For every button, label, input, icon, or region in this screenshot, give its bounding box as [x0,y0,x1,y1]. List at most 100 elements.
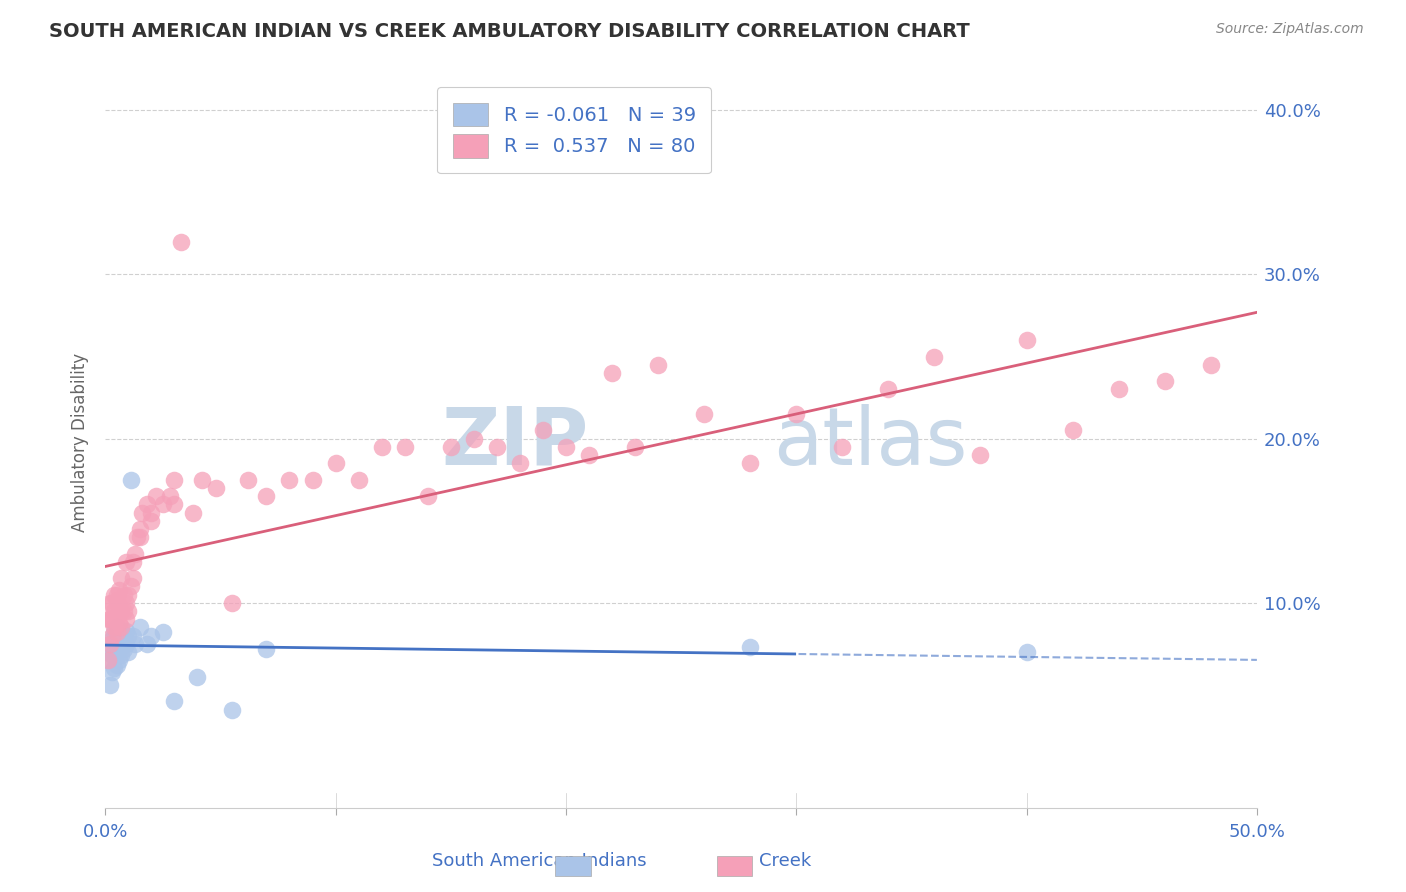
Point [105,645,128,659]
Point [278,473,301,487]
Point [103,620,125,634]
Point [108,599,131,613]
Point [1153,374,1175,388]
Point [115,637,138,651]
Point [831,440,853,454]
Point [103,645,125,659]
Point [152,625,174,640]
Point [181,506,204,520]
Text: Creek: Creek [759,852,811,870]
Point [509,456,531,470]
Point [1108,383,1130,397]
Point [128,522,150,536]
Point [877,383,900,397]
Point [108,653,131,667]
Point [112,588,135,602]
Point [101,612,124,626]
Point [101,596,124,610]
Point [108,582,131,597]
Point [108,641,131,656]
Point [128,530,150,544]
Point [117,604,139,618]
Point [693,407,716,421]
Point [1015,645,1038,659]
Point [105,632,128,646]
Point [128,620,150,634]
Point [101,632,124,646]
Point [191,473,214,487]
Point [1199,358,1222,372]
Point [159,489,181,503]
Point [440,440,463,454]
Point [108,629,131,643]
Point [112,629,135,643]
Point [105,625,128,640]
Point [554,440,576,454]
Point [121,629,143,643]
Point [124,547,146,561]
Point [115,555,138,569]
Point [135,637,157,651]
Point [256,489,278,503]
Point [485,440,508,454]
Point [131,506,153,520]
Point [96,612,118,626]
Point [103,637,125,651]
Point [121,571,143,585]
Point [127,530,149,544]
Point [204,481,226,495]
Point [969,448,991,462]
Point [98,678,121,692]
Point [115,624,138,638]
Point [110,648,132,663]
Point [112,641,135,656]
Point [163,497,186,511]
Point [96,653,118,667]
Point [1015,333,1038,347]
Point [236,473,259,487]
Point [531,424,554,438]
Point [96,653,118,667]
Point [1062,424,1084,438]
Point [105,592,128,607]
Point [98,637,121,651]
Text: ZIP: ZIP [441,404,589,482]
Point [221,596,243,610]
Point [98,596,121,610]
Point [170,235,193,249]
Point [117,588,139,602]
Point [103,604,125,618]
Point [121,555,143,569]
Point [105,609,128,624]
Point [163,473,186,487]
Point [370,440,392,454]
Point [141,506,163,520]
Point [110,620,132,634]
Point [647,358,669,372]
Point [101,629,124,643]
Point [740,456,762,470]
Text: South American Indians: South American Indians [432,852,647,870]
Point [110,625,132,640]
Point [101,665,124,679]
Point [108,615,131,630]
Point [924,350,946,364]
Point [120,473,142,487]
Point [124,637,146,651]
Point [394,440,416,454]
Point [325,456,347,470]
Text: atlas: atlas [773,404,967,482]
Point [105,588,128,602]
Text: SOUTH AMERICAN INDIAN VS CREEK AMBULATORY DISABILITY CORRELATION CHART: SOUTH AMERICAN INDIAN VS CREEK AMBULATOR… [49,22,970,41]
Point [110,637,132,651]
Point [117,629,139,643]
Point [301,473,323,487]
Point [578,448,600,462]
Point [105,658,128,673]
Point [115,596,138,610]
Point [120,579,142,593]
Point [416,489,439,503]
Point [463,432,485,446]
Point [110,571,132,585]
Point [152,497,174,511]
